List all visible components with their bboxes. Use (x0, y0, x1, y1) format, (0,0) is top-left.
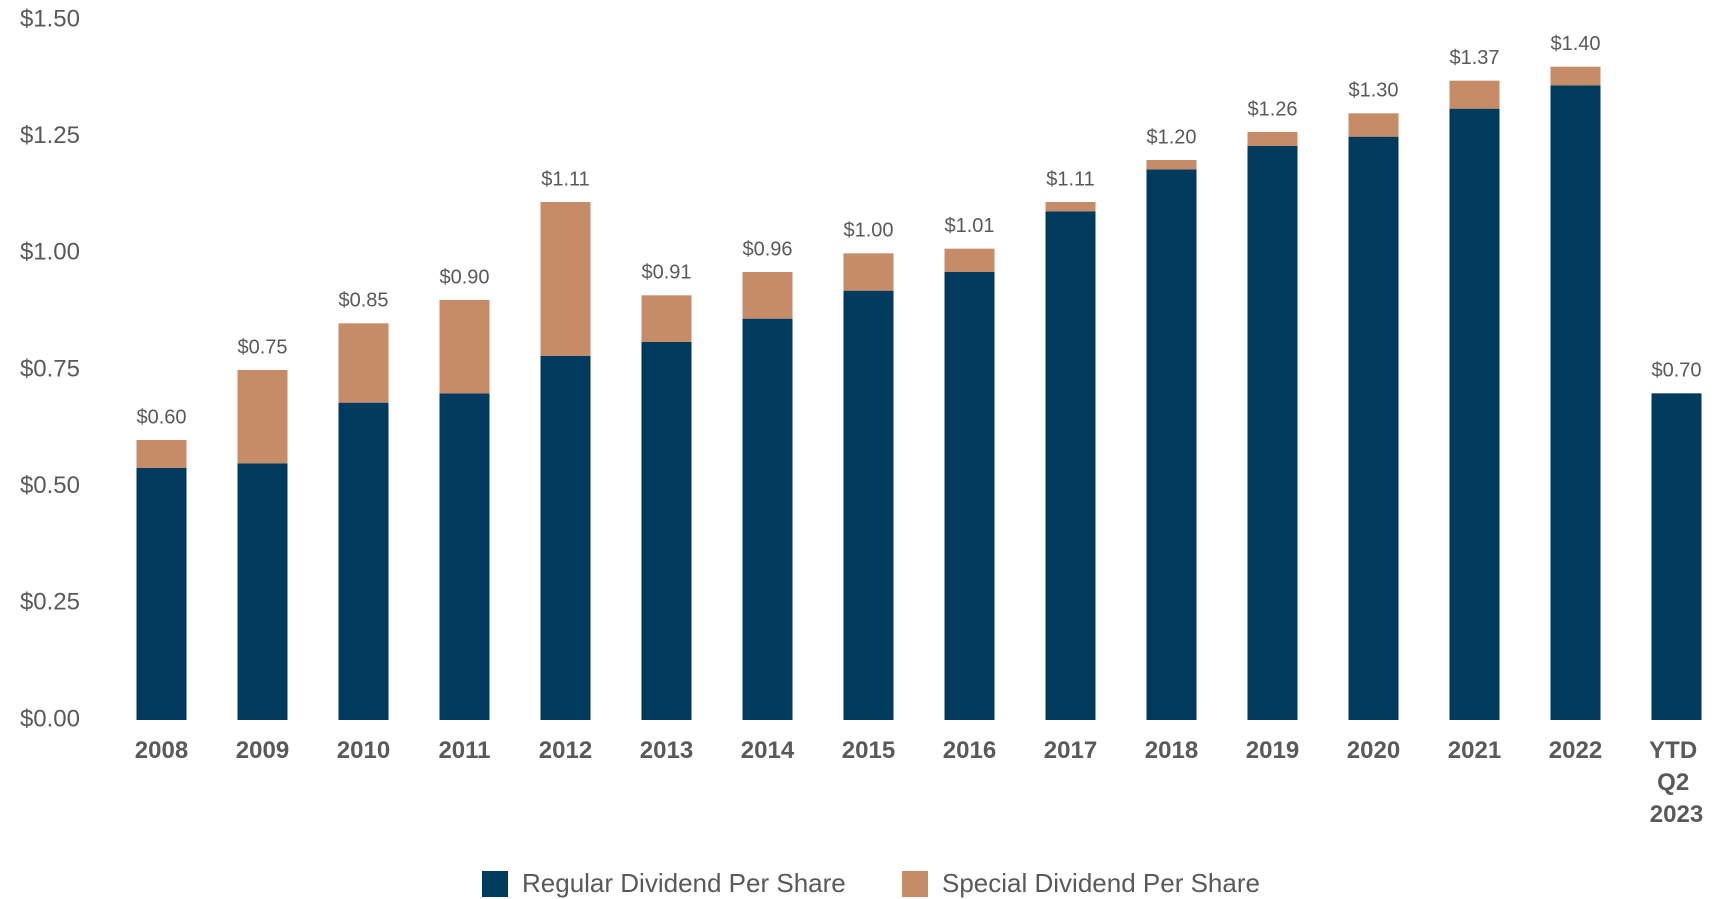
legend-label: Regular Dividend Per Share (522, 868, 846, 898)
bar-segment (641, 295, 692, 342)
x-tick-line: 2023 (1650, 801, 1703, 828)
x-tick-line: 2008 (135, 737, 188, 764)
x-tick-label: 2021 (1448, 737, 1501, 764)
legend-swatch (902, 871, 928, 897)
legend-label: Special Dividend Per Share (942, 868, 1260, 898)
x-tick-label: 2015 (842, 737, 895, 764)
x-tick-label: 2014 (741, 737, 795, 764)
y-tick-label: $1.50 (20, 5, 80, 32)
y-tick-label: $0.25 (20, 589, 80, 616)
y-tick-label: $0.50 (20, 472, 80, 499)
x-tick-line: 2009 (236, 737, 289, 764)
total-label: $1.26 (1247, 98, 1297, 120)
total-label: $1.00 (843, 220, 893, 242)
bar-segment (843, 290, 894, 720)
bar-segment (540, 356, 591, 720)
x-tick-line: Q2 (1657, 769, 1696, 796)
x-tick-label: 2017 (1044, 737, 1097, 764)
bar-segment (439, 393, 490, 720)
total-label: $1.30 (1348, 80, 1398, 102)
bar-segment (338, 323, 389, 403)
total-label: $0.75 (237, 336, 287, 358)
bar-segment (742, 318, 793, 720)
bar-segment (1045, 211, 1096, 721)
bar-segment (1550, 66, 1601, 86)
y-tick-label: $0.00 (20, 705, 80, 732)
x-tick-label: 2020 (1347, 737, 1400, 764)
x-tick-line: 2010 (337, 737, 390, 764)
bar-segment (1045, 202, 1096, 212)
x-tick-label: 2010 (337, 737, 390, 764)
bar-segment (1146, 160, 1197, 170)
x-tick-line: 2018 (1145, 737, 1198, 764)
bar-segment (1651, 393, 1702, 720)
total-label: $1.20 (1146, 126, 1196, 148)
x-tick-label: 2016 (943, 737, 996, 764)
bar-segment (944, 248, 995, 272)
bar-segment (1348, 113, 1399, 137)
bar-segment (237, 370, 288, 464)
x-tick-label: 2011 (438, 737, 490, 764)
x-tick-label: 2008 (135, 737, 188, 764)
bar-segment (439, 300, 490, 394)
x-tick-line: YTD (1649, 737, 1704, 764)
total-label: $0.60 (136, 406, 186, 428)
x-tick-line: 2020 (1347, 737, 1400, 764)
x-tick-label: YTD Q2 2023 (1649, 737, 1704, 828)
x-tick-line: 2015 (842, 737, 895, 764)
x-tick-line: 2016 (943, 737, 996, 764)
bar-segment (1348, 136, 1399, 720)
bar-segment (843, 253, 894, 291)
bar-segment (944, 272, 995, 720)
x-tick-line: 2011 (438, 737, 490, 764)
legend-swatch (482, 871, 508, 897)
bar-segment (237, 463, 288, 720)
bar-segment (1247, 132, 1298, 146)
total-label: $1.01 (944, 215, 994, 237)
x-tick-label: 2018 (1145, 737, 1198, 764)
x-tick-line: 2022 (1549, 737, 1602, 764)
x-tick-line: 2013 (640, 737, 693, 764)
bar-segment (742, 272, 793, 319)
x-tick-label: 2012 (539, 737, 592, 764)
bar-segment (1449, 108, 1500, 720)
total-label: $0.91 (641, 262, 691, 284)
bar-segment (136, 468, 187, 720)
total-label: $0.90 (439, 266, 489, 288)
y-tick-label: $1.25 (20, 122, 80, 149)
total-label: $0.96 (742, 238, 792, 260)
bar-segment (1550, 85, 1601, 721)
x-tick-label: 2019 (1246, 737, 1299, 764)
bar-segment (136, 440, 187, 468)
bar-segment (1449, 80, 1500, 109)
x-tick-line: 2019 (1246, 737, 1299, 764)
x-tick-line: 2014 (741, 737, 795, 764)
total-label: $1.40 (1550, 33, 1600, 55)
total-label: $0.85 (338, 290, 388, 312)
total-label: $1.11 (541, 168, 590, 190)
x-tick-line: 2021 (1448, 737, 1501, 764)
total-label: $1.37 (1449, 47, 1499, 69)
bar-segment (338, 402, 389, 720)
x-tick-line: 2017 (1044, 737, 1097, 764)
bar-segment (641, 342, 692, 720)
x-tick-label: 2013 (640, 737, 693, 764)
total-label: $0.70 (1651, 360, 1701, 382)
x-tick-line: 2012 (539, 737, 592, 764)
bar-segment (540, 202, 591, 356)
bar-segment (1247, 146, 1298, 720)
y-tick-label: $1.00 (20, 239, 80, 266)
x-tick-label: 2009 (236, 737, 289, 764)
total-label: $1.11 (1046, 168, 1095, 190)
bar-segment (1146, 169, 1197, 721)
x-tick-label: 2022 (1549, 737, 1602, 764)
y-tick-label: $0.75 (20, 355, 80, 382)
